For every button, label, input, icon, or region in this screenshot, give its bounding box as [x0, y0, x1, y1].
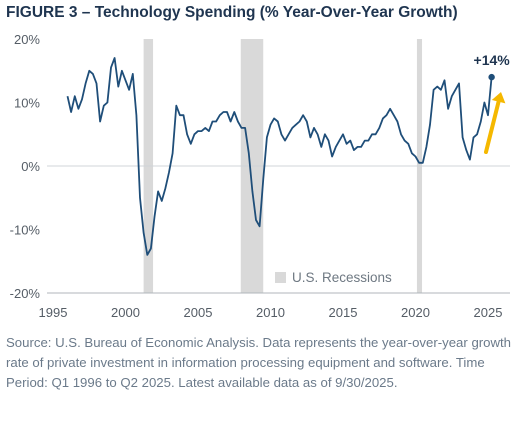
- series-line: [66, 57, 493, 256]
- y-tick-label: -20%: [10, 286, 41, 301]
- annotation-group: +14%: [474, 52, 511, 154]
- y-tick-label: -10%: [10, 223, 41, 238]
- x-tick-label: 2010: [256, 305, 285, 320]
- legend: U.S. Recessions: [275, 270, 392, 285]
- y-tick-label: 20%: [14, 32, 40, 47]
- y-tick-labels: 20% 10% 0% -10% -20%: [10, 32, 41, 301]
- x-tick-label: 2000: [111, 305, 140, 320]
- y-tick-label: 0%: [21, 159, 40, 174]
- x-tick-label: 1995: [39, 305, 68, 320]
- legend-swatch: [275, 272, 286, 283]
- legend-label: U.S. Recessions: [292, 270, 392, 285]
- chart-axes: [47, 165, 510, 294]
- x-tick-label: 2005: [184, 305, 213, 320]
- source-note: Source: U.S. Bureau of Economic Analysis…: [6, 335, 512, 390]
- latest-value-label: +14%: [474, 52, 511, 68]
- x-tick-label: 2025: [474, 305, 503, 320]
- x-tick-labels: 1995 2000 2005 2010 2015 2020 2025: [39, 305, 503, 320]
- line-chart: 20% 10% 0% -10% -20% 1995 2000 2005 2010 2015 202…: [10, 32, 511, 320]
- arrow-icon: [491, 92, 506, 104]
- latest-point-marker: [488, 73, 495, 81]
- series-group: [66, 57, 493, 256]
- trend-arrow-shaft: [484, 99, 501, 154]
- x-tick-label: 2020: [401, 305, 430, 320]
- x-tick-label: 2015: [329, 305, 358, 320]
- y-tick-label: 10%: [14, 96, 40, 111]
- figure-title: FIGURE 3 – Technology Spending (% Year-O…: [6, 4, 458, 21]
